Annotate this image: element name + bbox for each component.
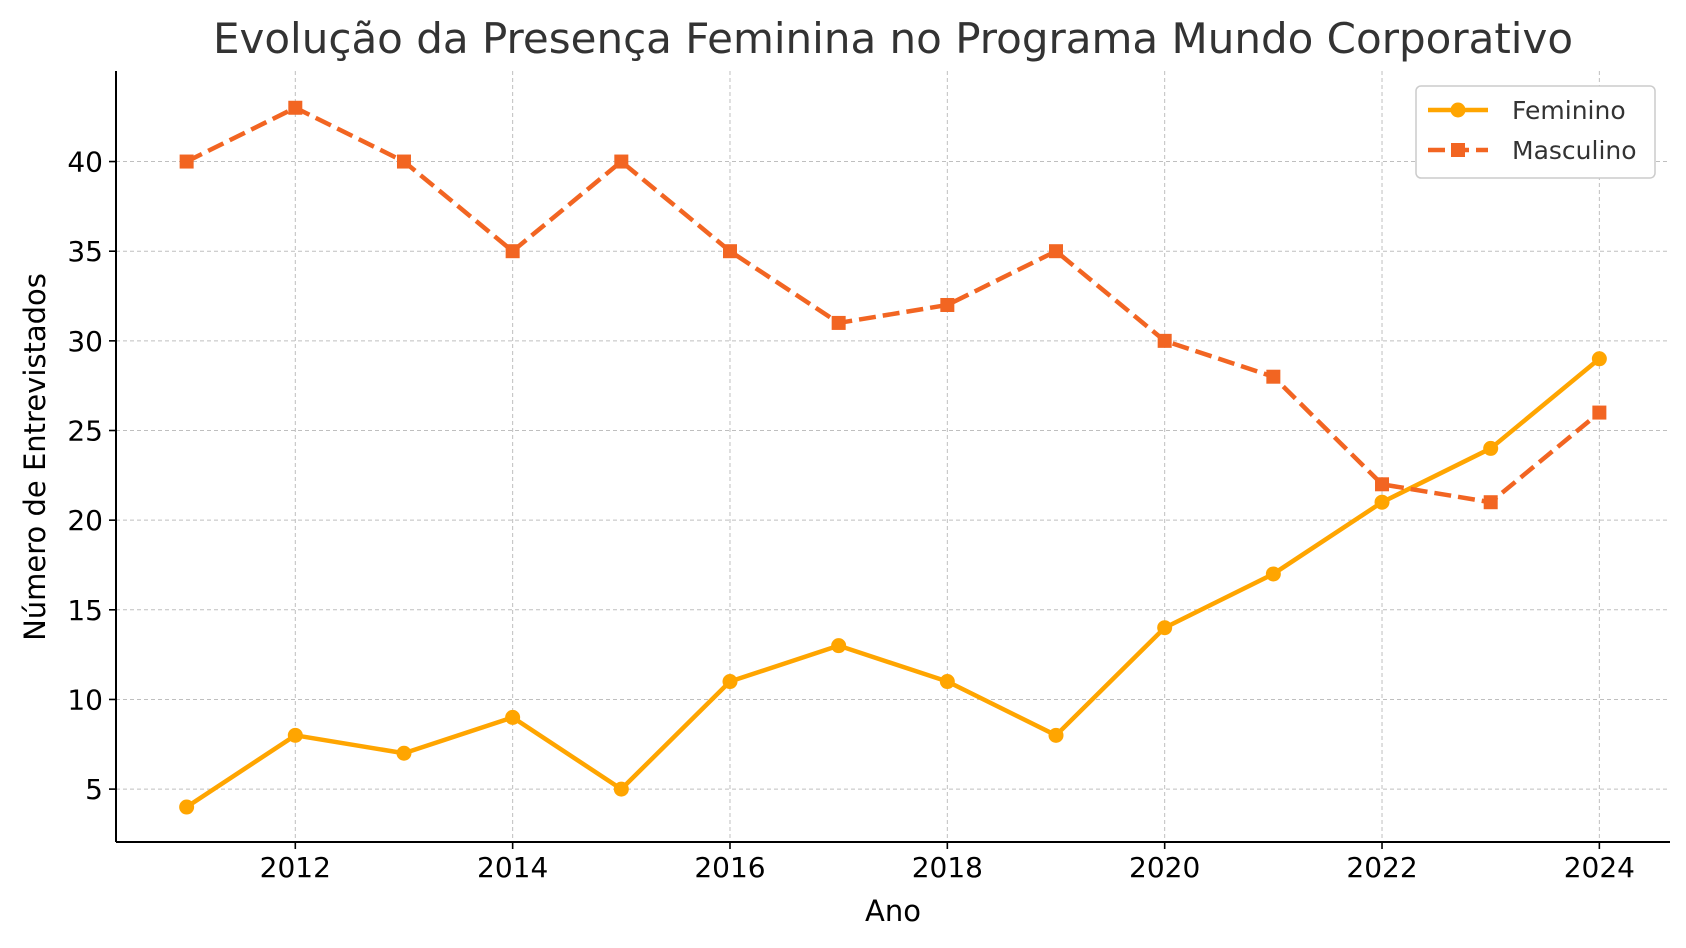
data-point <box>940 297 955 312</box>
data-point <box>1048 727 1064 743</box>
ticks: 2012 2014 2016 2018 2020 2022 2024 5 10 15 20 25 30 3… <box>67 146 1635 884</box>
series-masculino <box>179 100 1607 510</box>
data-point <box>505 709 521 725</box>
series-line <box>185 357 1601 809</box>
data-point <box>1592 405 1607 420</box>
data-point <box>1265 566 1281 582</box>
data-point <box>722 244 737 259</box>
series <box>179 100 1607 815</box>
legend-marker <box>1450 102 1466 118</box>
y-tick-label: 20 <box>67 504 103 537</box>
x-axis-title: Ano <box>865 894 921 928</box>
grid <box>116 71 1670 842</box>
data-point <box>1374 494 1390 510</box>
data-point <box>1375 477 1390 492</box>
y-tick-label: 25 <box>67 415 103 448</box>
data-point <box>614 154 629 169</box>
data-point <box>831 315 846 330</box>
x-tick-label: 2018 <box>912 851 983 884</box>
x-tick-label: 2016 <box>694 851 765 884</box>
series-feminino <box>179 351 1607 815</box>
x-tick-label: 2014 <box>477 851 548 884</box>
x-tick-label: 2012 <box>260 851 331 884</box>
data-point <box>1266 369 1281 384</box>
y-tick-label: 10 <box>67 683 103 716</box>
data-point <box>1483 440 1499 456</box>
x-tick-label: 2022 <box>1346 851 1417 884</box>
data-point <box>179 154 194 169</box>
legend: Feminino Masculino <box>1415 85 1656 179</box>
data-point <box>1049 244 1064 259</box>
legend-marker <box>1451 143 1465 157</box>
y-tick-label: 15 <box>67 594 103 627</box>
y-tick-label: 35 <box>67 235 103 268</box>
chart-title: Evolução da Presença Feminina no Program… <box>213 14 1573 63</box>
series-line <box>185 105 1601 505</box>
legend-item: Masculino <box>1428 136 1637 165</box>
data-point <box>722 674 738 690</box>
legend-item: Feminino <box>1428 96 1626 125</box>
data-point <box>1591 351 1607 367</box>
x-tick-label: 2024 <box>1564 851 1635 884</box>
legend-label: Masculino <box>1512 136 1637 165</box>
data-point <box>396 745 412 761</box>
data-point <box>179 799 195 815</box>
x-tick-label: 2020 <box>1129 851 1200 884</box>
y-tick-label: 40 <box>67 146 103 179</box>
data-point <box>396 154 411 169</box>
data-point <box>1157 333 1172 348</box>
data-point <box>288 100 303 115</box>
data-point <box>505 244 520 259</box>
legend-label: Feminino <box>1512 96 1626 125</box>
data-point <box>613 781 629 797</box>
y-tick-label: 30 <box>67 325 103 358</box>
data-point <box>831 638 847 654</box>
data-point <box>287 727 303 743</box>
data-point <box>939 674 955 690</box>
data-point <box>1157 620 1173 636</box>
axes <box>115 71 1670 843</box>
data-point <box>1483 495 1498 510</box>
y-tick-label: 5 <box>85 773 103 806</box>
y-axis-title: Número de Entrevistados <box>18 273 52 641</box>
